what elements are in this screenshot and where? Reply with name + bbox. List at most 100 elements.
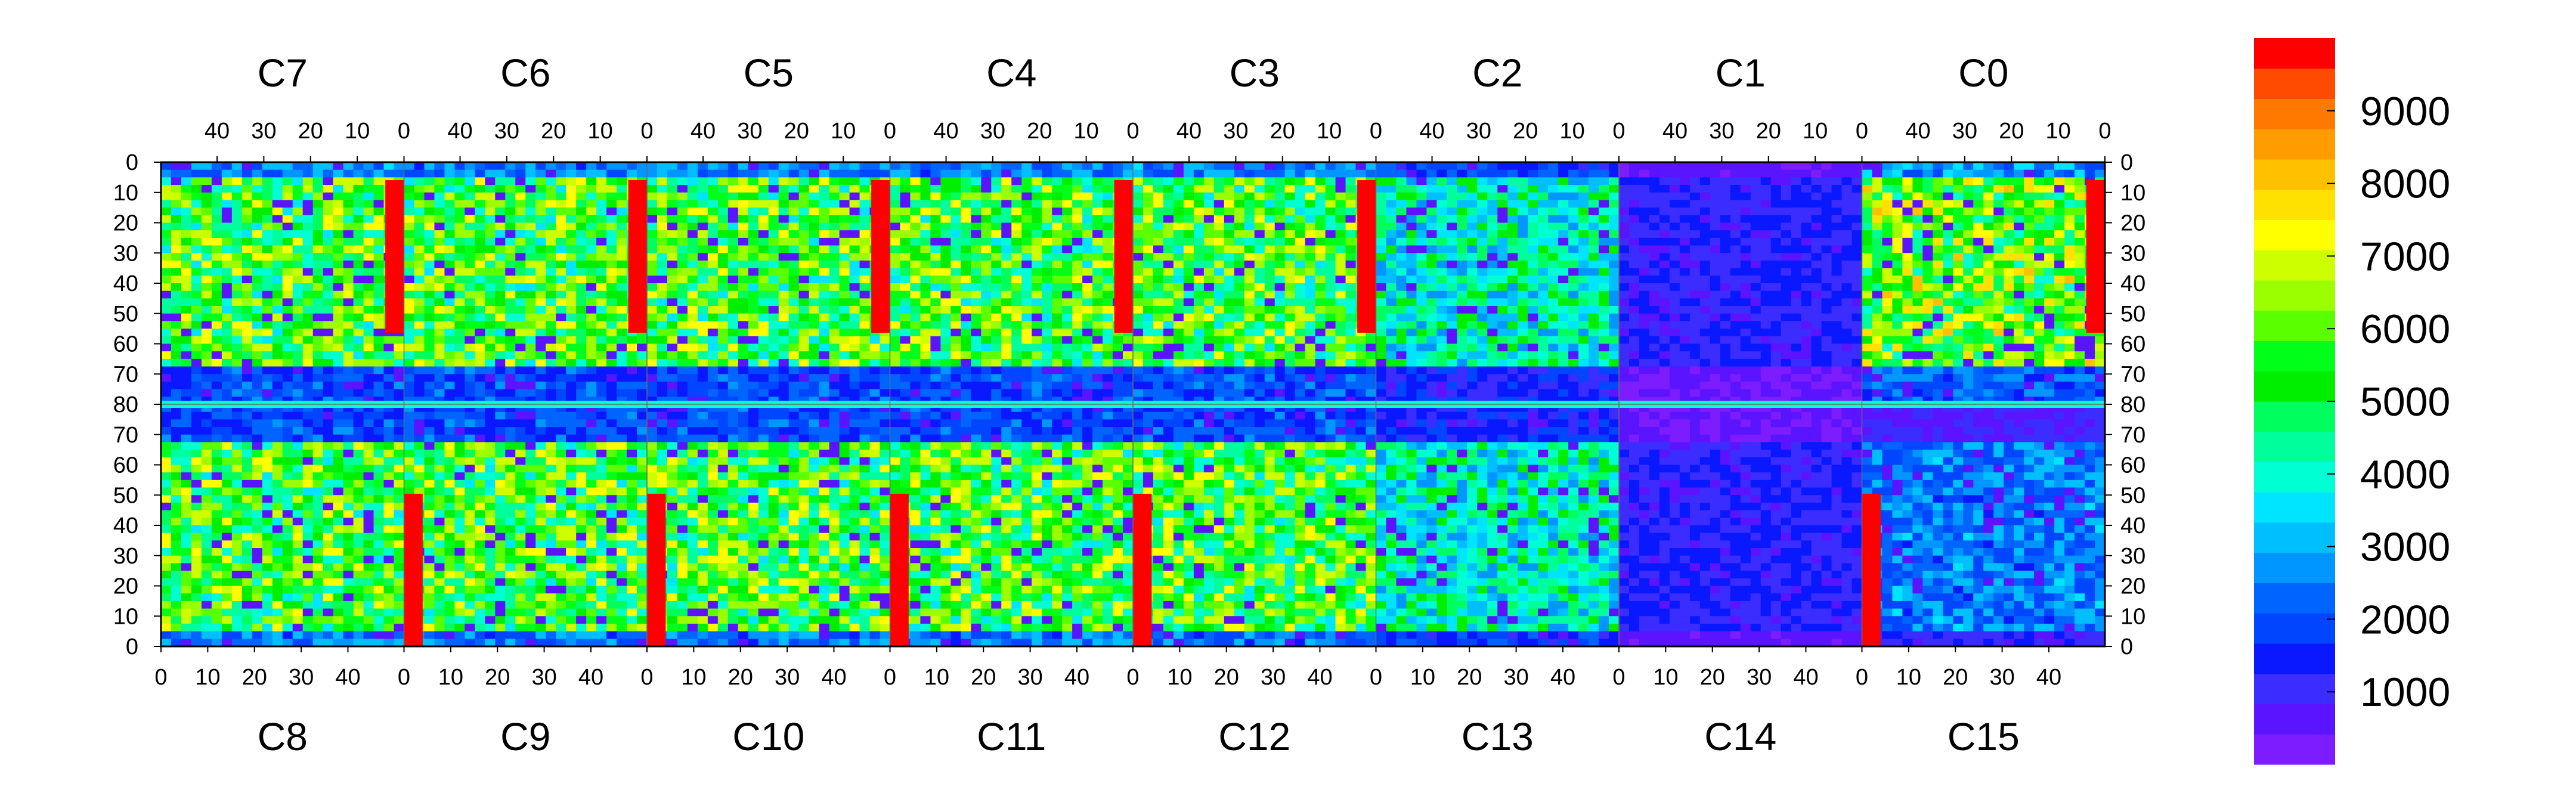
heatmap-cell bbox=[1538, 200, 1549, 208]
heatmap-cell bbox=[1396, 230, 1407, 239]
heatmap-cell bbox=[687, 381, 698, 390]
heatmap-cell bbox=[1811, 268, 1822, 276]
heatmap-cell bbox=[1669, 268, 1680, 276]
heatmap-cell bbox=[576, 177, 587, 185]
heatmap-cell bbox=[880, 351, 891, 360]
heatmap-cell bbox=[495, 177, 506, 185]
heatmap-cell bbox=[566, 313, 577, 322]
heatmap-cell bbox=[1376, 237, 1387, 246]
heatmap-cell bbox=[1376, 192, 1387, 201]
heatmap-cell bbox=[1345, 298, 1357, 306]
heatmap-cell bbox=[657, 169, 668, 178]
heatmap-cell bbox=[312, 343, 324, 352]
heatmap-cell bbox=[1628, 260, 1640, 269]
heatmap-cell bbox=[1264, 290, 1275, 299]
heatmap-cell bbox=[738, 283, 749, 292]
heatmap-cell bbox=[738, 366, 749, 374]
heatmap-cell bbox=[900, 381, 911, 390]
heatmap-cell bbox=[768, 253, 779, 261]
heatmap-cell bbox=[525, 374, 536, 382]
heatmap-cell bbox=[1599, 185, 1609, 193]
heatmap-cell bbox=[809, 162, 820, 171]
heatmap-cell bbox=[424, 336, 435, 345]
heatmap-cell bbox=[424, 358, 435, 367]
heatmap-cell bbox=[1092, 275, 1103, 284]
heatmap-cell bbox=[525, 366, 536, 374]
heatmap-cell bbox=[546, 237, 556, 246]
heatmap-cell bbox=[1021, 162, 1032, 171]
heatmap-cell bbox=[525, 336, 536, 345]
heatmap-cell bbox=[515, 366, 526, 374]
heatmap-cell bbox=[465, 275, 475, 284]
heatmap-cell bbox=[1619, 177, 1630, 185]
heatmap-cell bbox=[211, 336, 222, 345]
heatmap-cell bbox=[262, 200, 273, 208]
heatmap-cell bbox=[1578, 185, 1589, 193]
heatmap-cell bbox=[1032, 215, 1042, 224]
heatmap-cell bbox=[738, 313, 749, 322]
heatmap-cell bbox=[1457, 381, 1467, 390]
heatmap-cell bbox=[1173, 185, 1184, 193]
heatmap-cell bbox=[1001, 351, 1012, 360]
heatmap-cell bbox=[353, 298, 364, 306]
heatmap-cell bbox=[1528, 268, 1538, 276]
heatmap-cell bbox=[424, 169, 435, 178]
heatmap-cell bbox=[586, 389, 597, 397]
heatmap-cell bbox=[1781, 215, 1792, 224]
heatmap-cell bbox=[1183, 185, 1194, 193]
heatmap-cell bbox=[485, 283, 496, 292]
heatmap-cell bbox=[1487, 275, 1498, 284]
heatmap-cell bbox=[1628, 208, 1640, 216]
heatmap-cell bbox=[1376, 283, 1387, 292]
heatmap-cell bbox=[221, 366, 233, 374]
heatmap-cell bbox=[819, 253, 830, 261]
heatmap-cell bbox=[1163, 230, 1174, 239]
heatmap-cell bbox=[1244, 230, 1255, 239]
heatmap-cell bbox=[657, 268, 668, 276]
heatmap-cell bbox=[454, 389, 465, 397]
heatmap-cell bbox=[627, 169, 637, 178]
heatmap-cell bbox=[1396, 290, 1407, 299]
heatmap-cell bbox=[282, 351, 293, 360]
heatmap-cell bbox=[566, 275, 577, 284]
heatmap-cell bbox=[1406, 389, 1417, 397]
heatmap-cell bbox=[798, 290, 810, 299]
heatmap-cell bbox=[181, 185, 192, 193]
heatmap-cell bbox=[343, 366, 354, 374]
heatmap-cell bbox=[231, 268, 243, 276]
heatmap-cell bbox=[1345, 366, 1357, 374]
heatmap-cell bbox=[707, 222, 719, 231]
heatmap-cell bbox=[1740, 169, 1751, 178]
heatmap-cell bbox=[981, 329, 992, 337]
heatmap-cell bbox=[981, 208, 992, 216]
heatmap-cell bbox=[859, 230, 871, 239]
heatmap-cell bbox=[1244, 366, 1255, 374]
heatmap-cell bbox=[798, 260, 810, 269]
heatmap-cell bbox=[1213, 290, 1225, 299]
heatmap-cell bbox=[1203, 283, 1215, 292]
heatmap-cell bbox=[576, 389, 587, 397]
heatmap-cell bbox=[657, 336, 668, 345]
heatmap-cell bbox=[1092, 336, 1103, 345]
heatmap-cell bbox=[414, 169, 425, 178]
heatmap-cell bbox=[920, 169, 931, 178]
heatmap-cell bbox=[1801, 260, 1812, 269]
heatmap-cell bbox=[961, 237, 971, 246]
heatmap-cell bbox=[596, 374, 607, 382]
heatmap-cell bbox=[1092, 162, 1103, 171]
heatmap-cell bbox=[1143, 260, 1154, 269]
heatmap-cell bbox=[1781, 237, 1792, 246]
heatmap-cell bbox=[606, 215, 617, 224]
heatmap-cell bbox=[1021, 268, 1032, 276]
heatmap-cell bbox=[617, 245, 627, 253]
heatmap-cell bbox=[1001, 381, 1012, 390]
heatmap-cell bbox=[971, 208, 982, 216]
heatmap-cell bbox=[1254, 336, 1265, 345]
heatmap-cell bbox=[727, 329, 739, 337]
heatmap-cell bbox=[920, 329, 931, 337]
heatmap-cell bbox=[667, 336, 678, 345]
heatmap-cell bbox=[1032, 192, 1042, 201]
heatmap-cell bbox=[1183, 306, 1194, 314]
heatmap-cell bbox=[738, 336, 749, 345]
heatmap-cell bbox=[1203, 245, 1215, 253]
